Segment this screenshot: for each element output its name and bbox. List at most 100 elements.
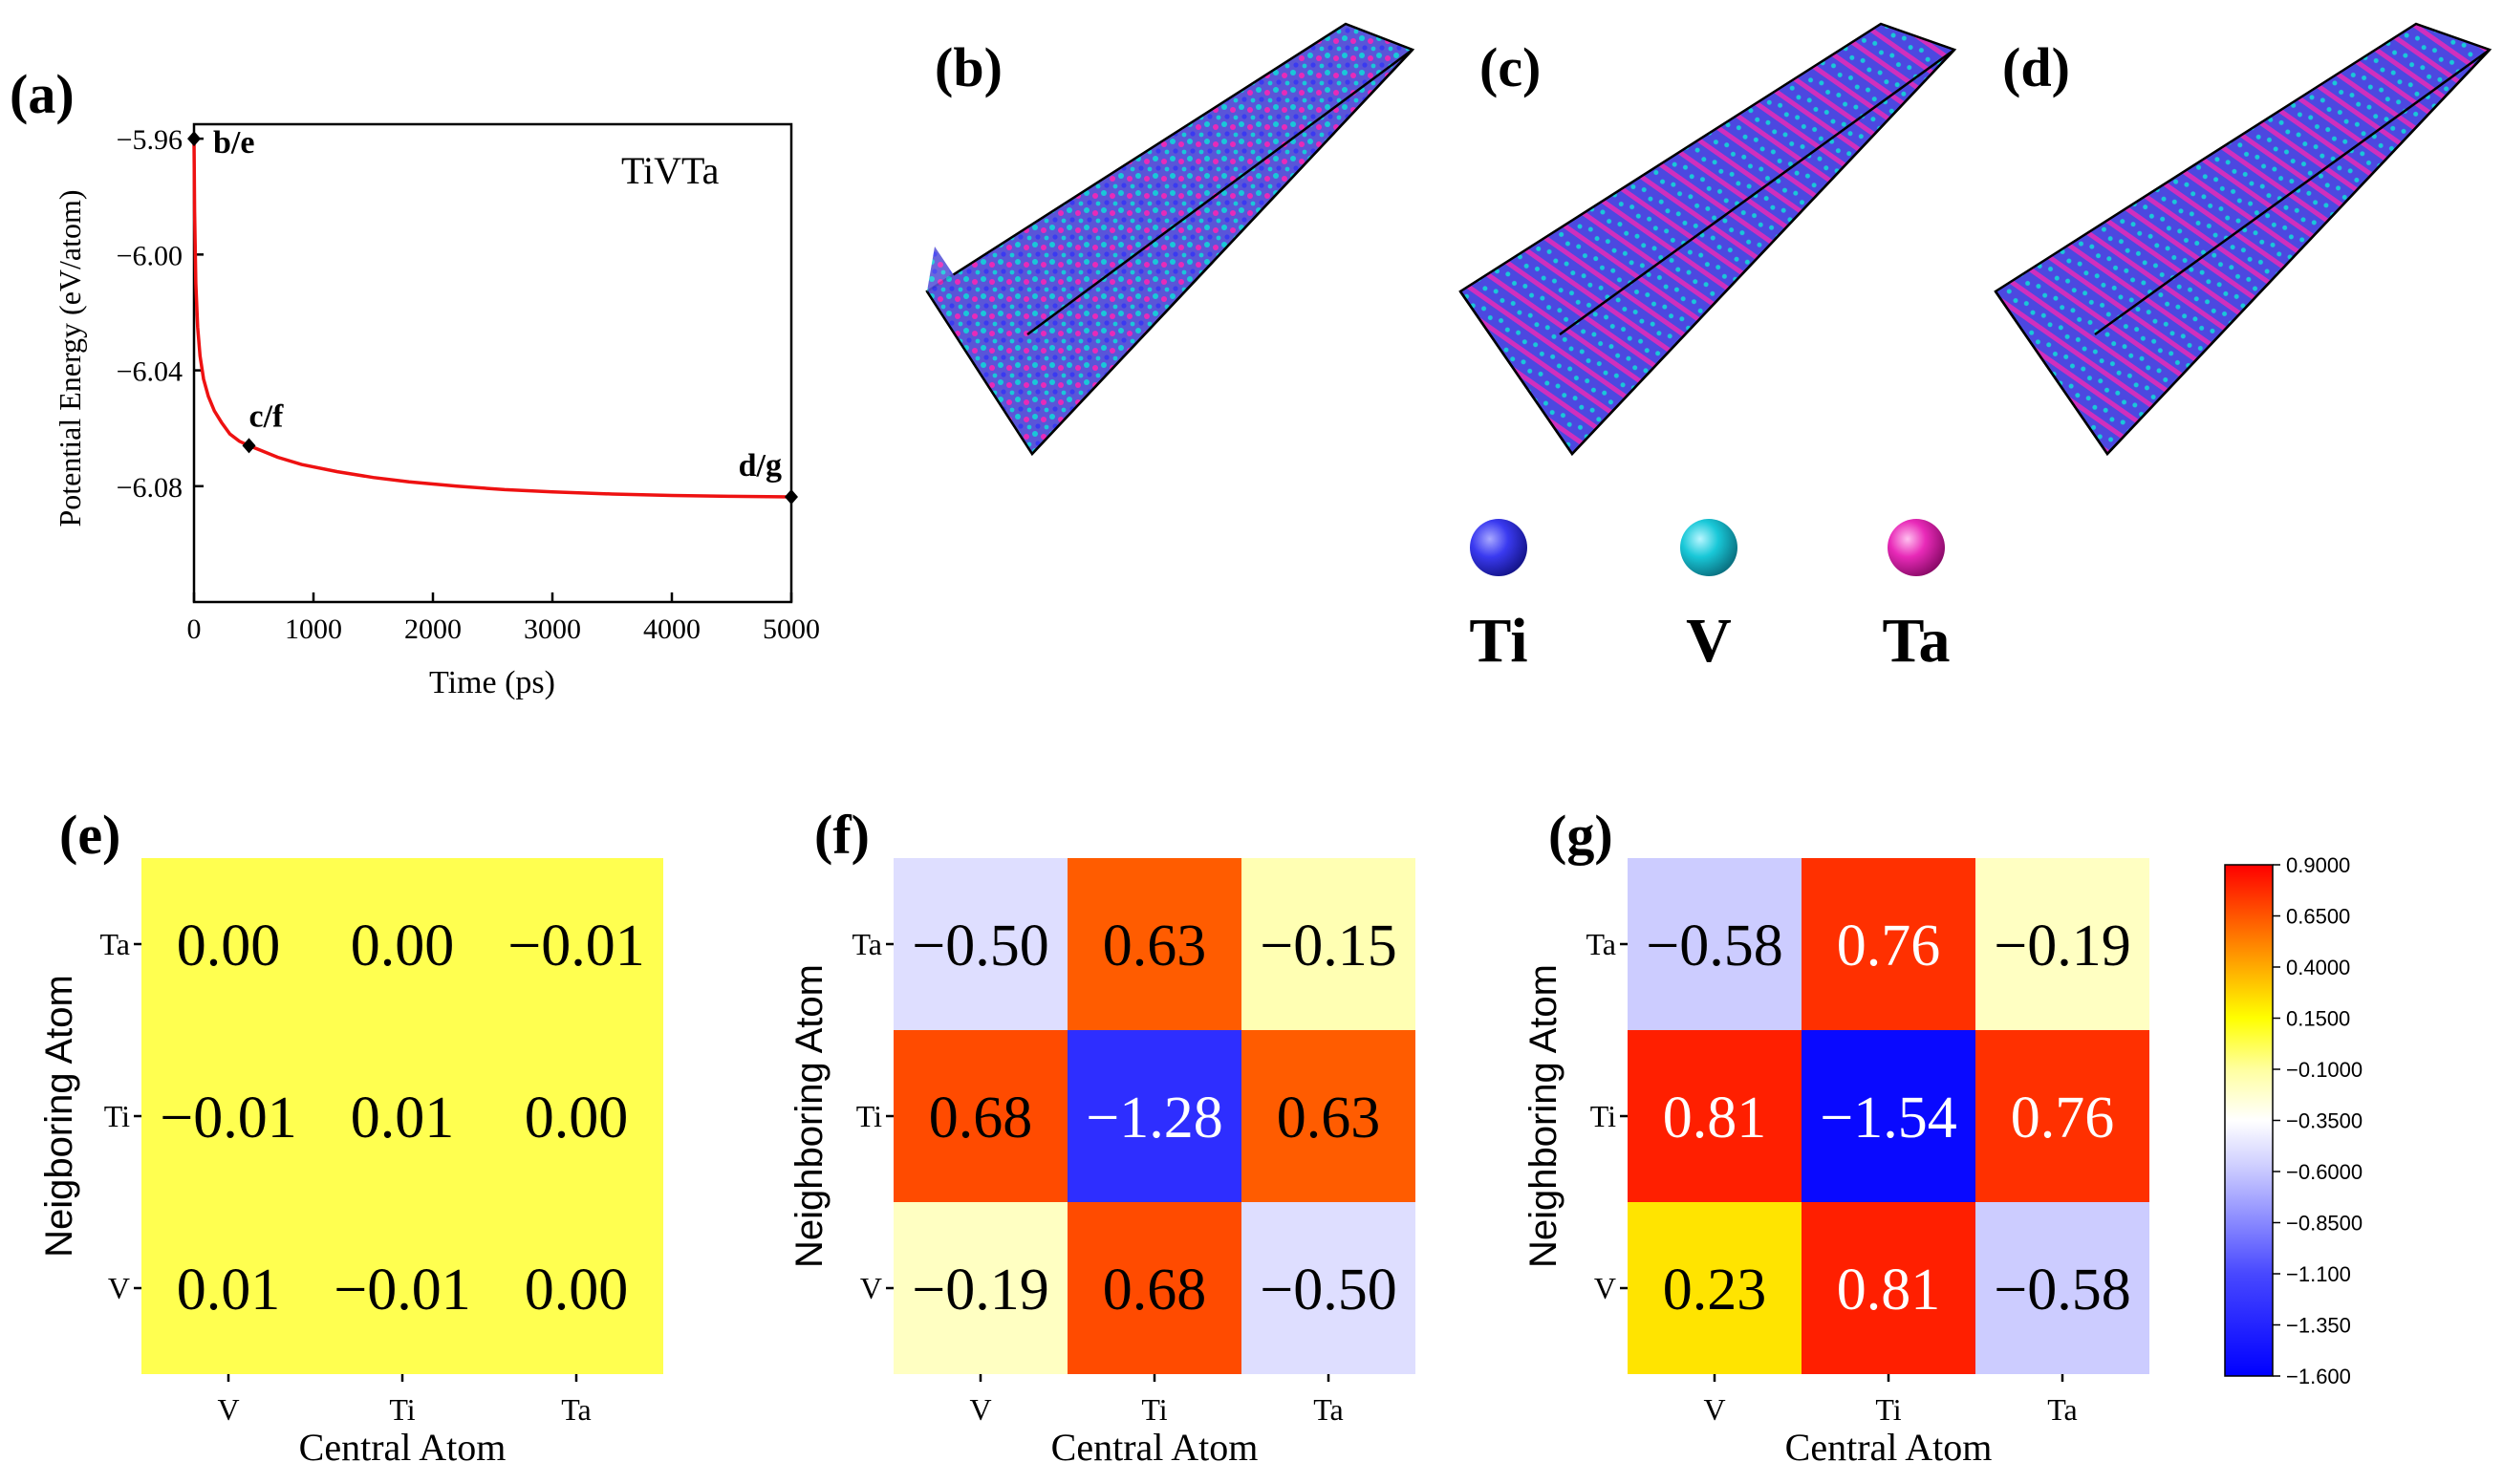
y-axis-label: Neigboring Atom xyxy=(38,975,80,1258)
y-tick-label: −5.96 xyxy=(117,124,183,156)
x-tick-label: 0 xyxy=(187,613,202,645)
heatmap-cell xyxy=(1628,858,1802,1030)
atomistic-box-b xyxy=(925,22,1415,457)
x-tick-label: Ti xyxy=(389,1392,415,1427)
colorbar-tick-label: 0.4000 xyxy=(2286,956,2350,979)
x-axis-label: Time (ps) xyxy=(429,665,555,700)
heatmap-cell xyxy=(1628,1030,1802,1202)
heatmap-cell xyxy=(315,858,489,1030)
colorbar-tick-label: −1.350 xyxy=(2286,1314,2351,1338)
marker-label: c/f xyxy=(249,398,285,434)
x-tick-label: 5000 xyxy=(763,613,820,645)
heatmap-cell xyxy=(1068,858,1241,1030)
heatmap-value-label: 0.00 xyxy=(351,914,455,979)
marker-label: b/e xyxy=(213,125,254,161)
colorbar-gradient xyxy=(2224,864,2274,1377)
y-tick-label: −6.04 xyxy=(117,356,183,388)
heatmap-cell xyxy=(1068,1030,1241,1202)
y-tick-label: V xyxy=(860,1271,882,1305)
heatmap-value-label: −0.01 xyxy=(507,914,644,979)
heatmap-g: −0.58 0.76 −0.19 0.81 −1.54 0.76 0.23 0.81 −0.58… xyxy=(1522,858,2149,1469)
heatmap-value-label: 0.00 xyxy=(525,1258,629,1323)
heatmap-value-label: 0.23 xyxy=(1663,1258,1767,1323)
heatmap-cell xyxy=(1975,1030,2149,1202)
y-tick-label: V xyxy=(1594,1271,1616,1305)
diamond-marker xyxy=(187,131,201,147)
x-tick-label: Ta xyxy=(561,1392,592,1427)
heatmap-cell xyxy=(315,1030,489,1202)
heatmap-value-label: −1.54 xyxy=(1820,1086,1956,1151)
colorbar-tick-label: −0.3500 xyxy=(2286,1109,2363,1133)
x-axis-label: Central Atom xyxy=(299,1426,507,1469)
y-tick-label: Ta xyxy=(99,927,130,961)
panel-label-c: (c) xyxy=(1479,36,1541,98)
heatmap-cell xyxy=(894,1030,1068,1202)
x-axis-label: Central Atom xyxy=(1051,1426,1259,1469)
heatmap-cell xyxy=(1975,1202,2149,1374)
heatmap-cell xyxy=(894,858,1068,1030)
marker-label: d/g xyxy=(739,448,782,484)
heatmap-value-label: 0.63 xyxy=(1277,1086,1381,1151)
panel-label-e: (e) xyxy=(59,804,120,866)
diamond-marker xyxy=(242,438,256,454)
y-axis-label: Potential Energy (eV/atom) xyxy=(53,189,87,527)
x-tick-label: Ti xyxy=(1141,1392,1167,1427)
panel-label-f: (f) xyxy=(814,804,870,866)
panel-label-g: (g) xyxy=(1548,804,1613,866)
heatmap-value-label: −0.58 xyxy=(1646,914,1782,979)
colorbar-tick-label: 0.1500 xyxy=(2286,1007,2350,1031)
heatmap-cell xyxy=(1975,858,2149,1030)
heatmap-cell xyxy=(489,1030,663,1202)
v-atom-icon xyxy=(1680,519,1737,576)
y-tick-label: Ta xyxy=(852,927,882,961)
x-tick-label: V xyxy=(217,1392,239,1427)
diamond-marker xyxy=(785,489,798,505)
heatmap-cell xyxy=(1241,858,1415,1030)
heatmap-e: 0.00 0.00 −0.01 −0.01 0.01 0.00 0.01 −0.01 0.00 T… xyxy=(38,858,663,1469)
energy-series-line xyxy=(192,139,792,499)
heatmap-cell xyxy=(1802,858,1975,1030)
heatmap-cell xyxy=(1628,1202,1802,1374)
heatmap-value-label: 0.81 xyxy=(1663,1086,1767,1151)
y-tick-label: Ta xyxy=(1586,927,1616,961)
heatmap-value-label: 0.63 xyxy=(1103,914,1207,979)
y-axis-label: Neighboring Atom xyxy=(788,964,831,1268)
legend-label-ti: Ti xyxy=(1469,606,1527,676)
heatmap-cell xyxy=(141,1030,315,1202)
panel-label-a: (a) xyxy=(10,63,75,125)
heatmap-value-label: −0.50 xyxy=(1260,1258,1396,1323)
potential-energy-chart: 0 1000 2000 3000 4000 5000 −5.96 −6.00 −6.04 −6.… xyxy=(53,122,820,700)
heatmap-cell xyxy=(141,858,315,1030)
x-tick-label: V xyxy=(1703,1392,1725,1427)
y-tick-label: Ti xyxy=(856,1099,882,1133)
plot-frame xyxy=(192,122,793,604)
heatmap-value-label: 0.01 xyxy=(177,1258,281,1323)
heatmap-value-label: 0.81 xyxy=(1837,1258,1941,1323)
ti-atom-icon xyxy=(1470,519,1527,576)
heatmap-value-label: −0.01 xyxy=(160,1086,296,1151)
legend-label-ta: Ta xyxy=(1883,606,1951,676)
heatmap-value-label: −0.15 xyxy=(1260,914,1396,979)
y-tick-label: Ti xyxy=(104,1099,130,1133)
x-tick-label: V xyxy=(969,1392,991,1427)
heatmap-cell xyxy=(141,1202,315,1374)
heatmap-value-label: −0.19 xyxy=(912,1258,1048,1323)
heatmap-cell xyxy=(1241,1202,1415,1374)
colorbar-tick-label: −0.6000 xyxy=(2286,1160,2363,1184)
colorbar: 0.9000 0.6500 0.4000 0.1500 −0.1000 −0.3500 −0… xyxy=(2224,853,2363,1388)
heatmap-value-label: 0.00 xyxy=(525,1086,629,1151)
heatmap-value-label: 0.68 xyxy=(1103,1258,1207,1323)
heatmap-value-label: −0.01 xyxy=(334,1258,470,1323)
x-axis-label: Central Atom xyxy=(1785,1426,1993,1469)
heatmap-value-label: 0.00 xyxy=(177,914,281,979)
heatmap-panels: 0.00 0.00 −0.01 −0.01 0.01 0.00 0.01 −0.01 0.00 T… xyxy=(38,858,2149,1469)
heatmap-f: −0.50 0.63 −0.15 0.68 −1.28 0.63 −0.19 0.68 −0.5… xyxy=(788,858,1415,1469)
panel-label-b: (b) xyxy=(935,36,1003,98)
x-tick-label: 2000 xyxy=(404,613,462,645)
heatmap-value-label: −0.58 xyxy=(1994,1258,2130,1323)
x-tick-label: 1000 xyxy=(285,613,342,645)
atomistic-box-c xyxy=(1458,22,1957,456)
heatmap-cell xyxy=(315,1202,489,1374)
heatmap-cell xyxy=(1802,1030,1975,1202)
